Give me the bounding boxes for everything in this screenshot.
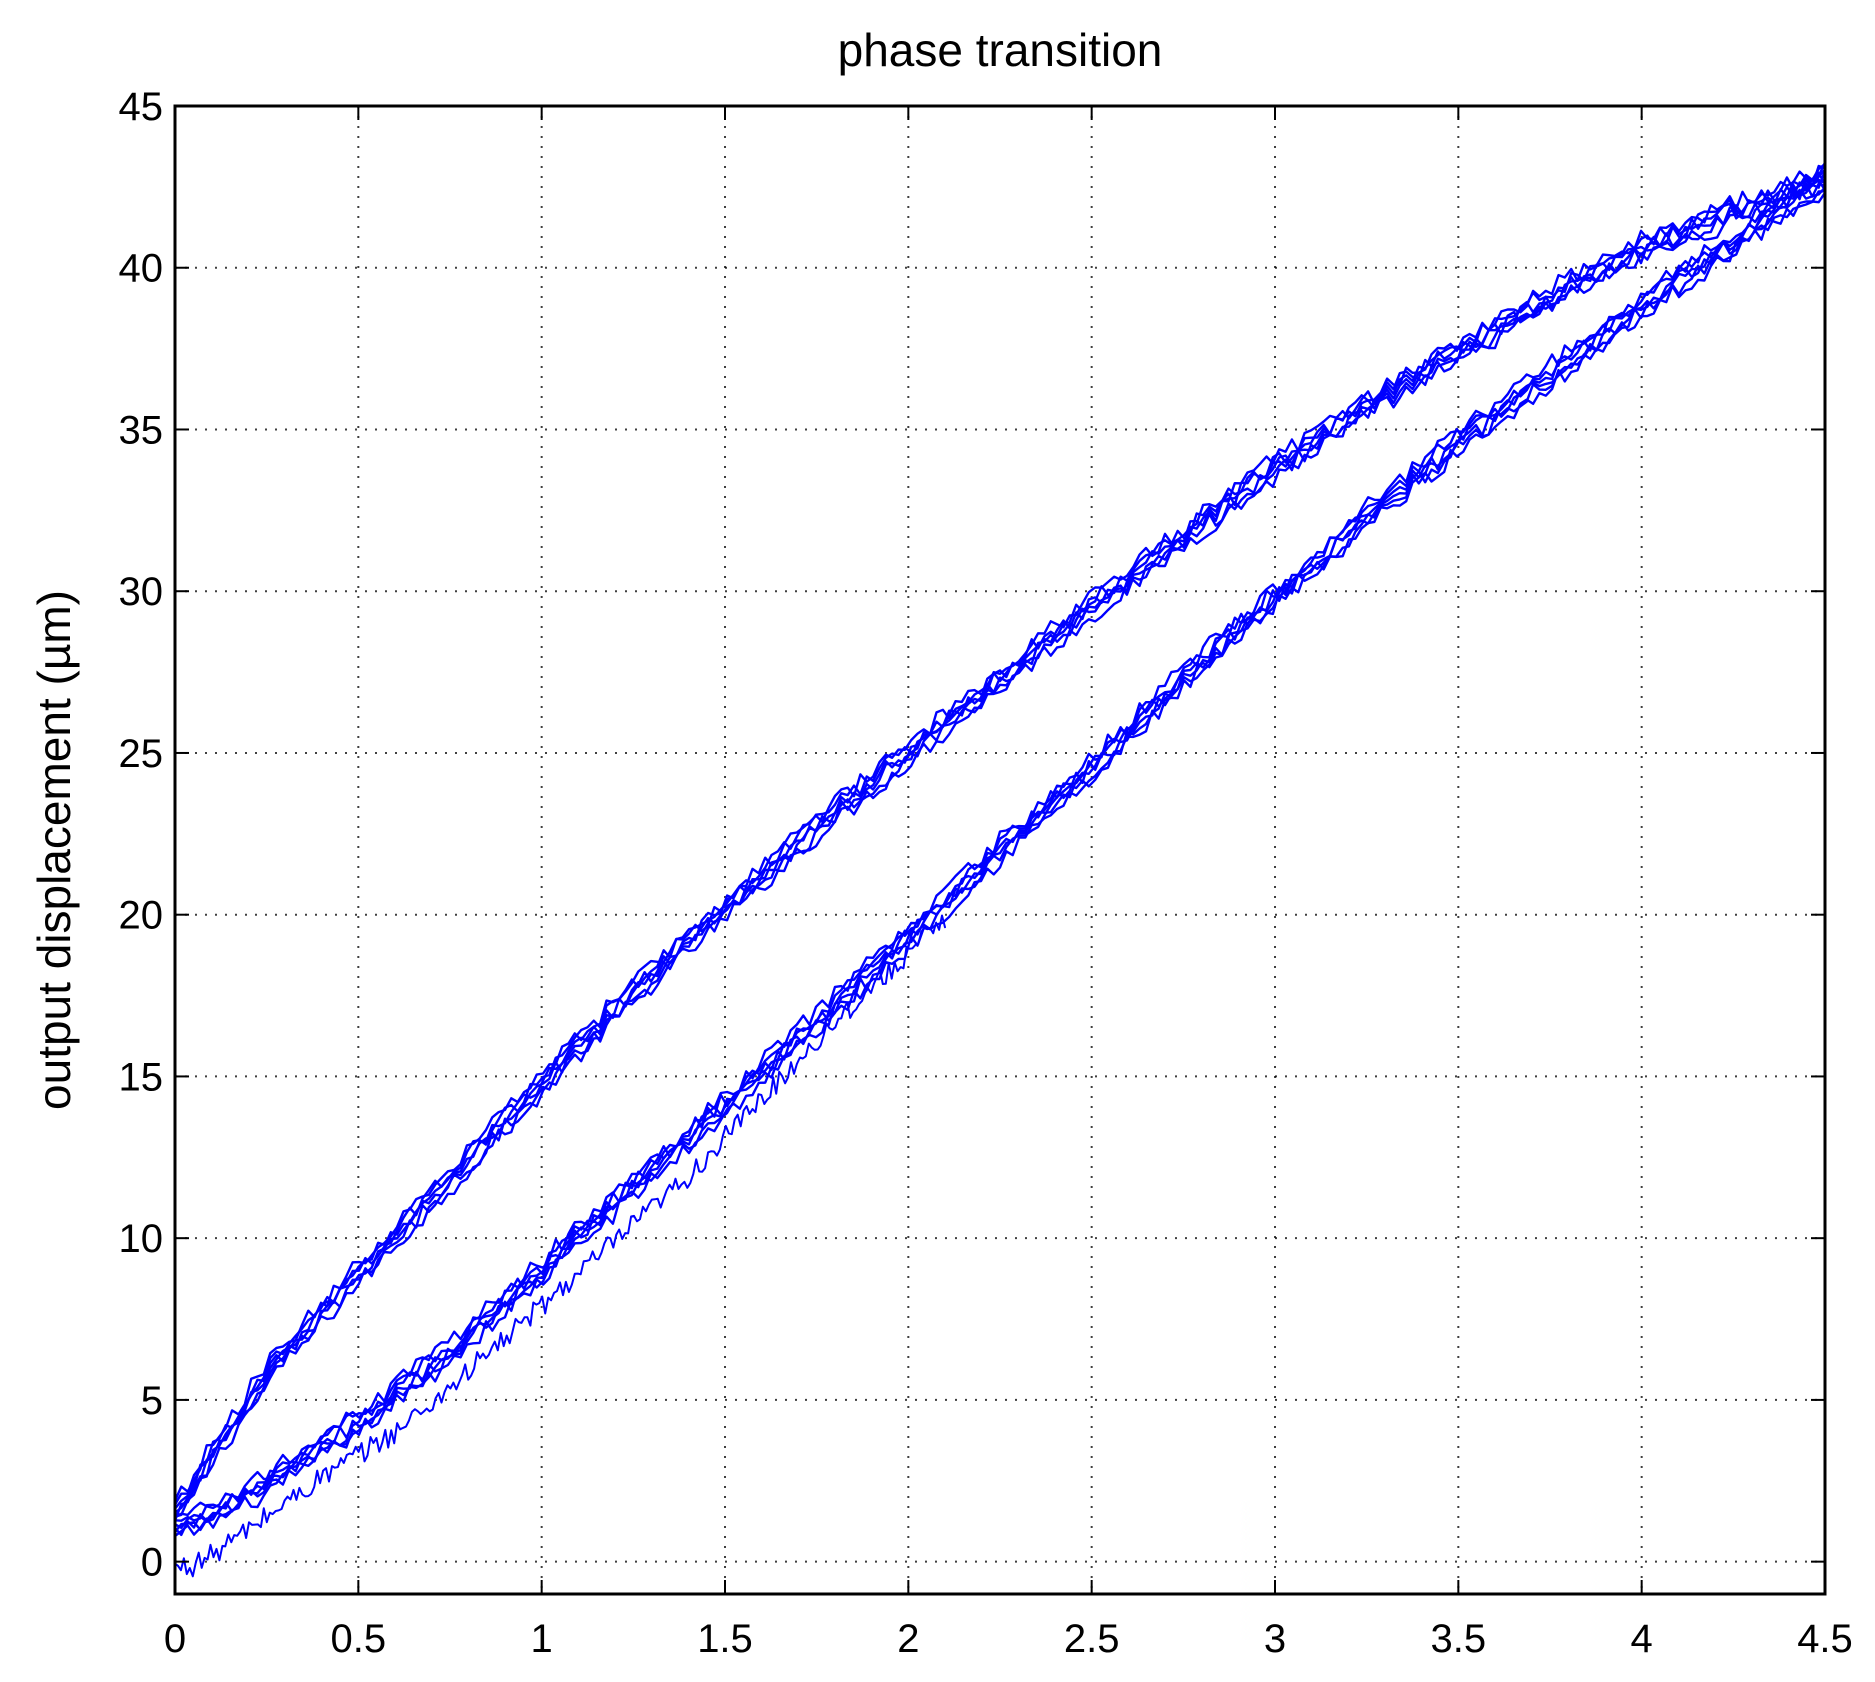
series-layer (173, 161, 1827, 1578)
y-axis-label: output displacement (µm) (28, 590, 80, 1110)
x-tick-label: 2 (897, 1617, 919, 1661)
y-tick-label: 25 (119, 732, 164, 776)
x-tick-label: 1 (531, 1617, 553, 1661)
series-line-upper-branch (173, 178, 1827, 1510)
x-tick-label: 3.5 (1431, 1617, 1487, 1661)
chart-title: phase transition (838, 24, 1163, 76)
x-tick-label: 4 (1631, 1617, 1653, 1661)
x-tick-label: 4.5 (1797, 1617, 1853, 1661)
series-line-upper-branch (173, 161, 1827, 1502)
y-tick-label: 15 (119, 1055, 164, 1099)
series-line-upper-branch (173, 162, 1827, 1506)
series-lower-branch (173, 164, 1827, 1538)
series-upper-branch (173, 161, 1827, 1522)
series-line-lower-branch (173, 169, 1827, 1529)
series-line-lower-branch (173, 164, 1827, 1518)
x-tick-label: 1.5 (697, 1617, 753, 1661)
x-tick-label: 0 (164, 1617, 186, 1661)
x-tick-label: 0.5 (331, 1617, 387, 1661)
series-line-lower-branch (173, 191, 1827, 1538)
y-tick-label: 30 (119, 570, 164, 614)
plot-frame (173, 104, 1827, 1596)
y-tick-label: 20 (119, 894, 164, 938)
series-line-initial-curve (174, 914, 946, 1578)
series-line-lower-branch (173, 168, 1827, 1522)
y-tick-label: 0 (141, 1541, 163, 1585)
y-tick-label: 35 (119, 408, 164, 452)
y-tick-label: 45 (119, 85, 164, 129)
y-tick-label: 5 (141, 1379, 163, 1423)
grid-layer (175, 105, 1825, 1594)
x-tick-label: 2.5 (1064, 1617, 1120, 1661)
series-initial-curve (174, 914, 946, 1578)
y-tick-label: 10 (119, 1217, 164, 1261)
series-line-upper-branch (173, 186, 1827, 1522)
tick-layer: 0 0.5 1 1.5 2 2.5 3 3.5 4 4.5 0 5 10 15 20 25 30 35 40 45 (119, 85, 1853, 1661)
x-tick-label: 3 (1264, 1617, 1286, 1661)
y-tick-label: 40 (119, 247, 164, 291)
